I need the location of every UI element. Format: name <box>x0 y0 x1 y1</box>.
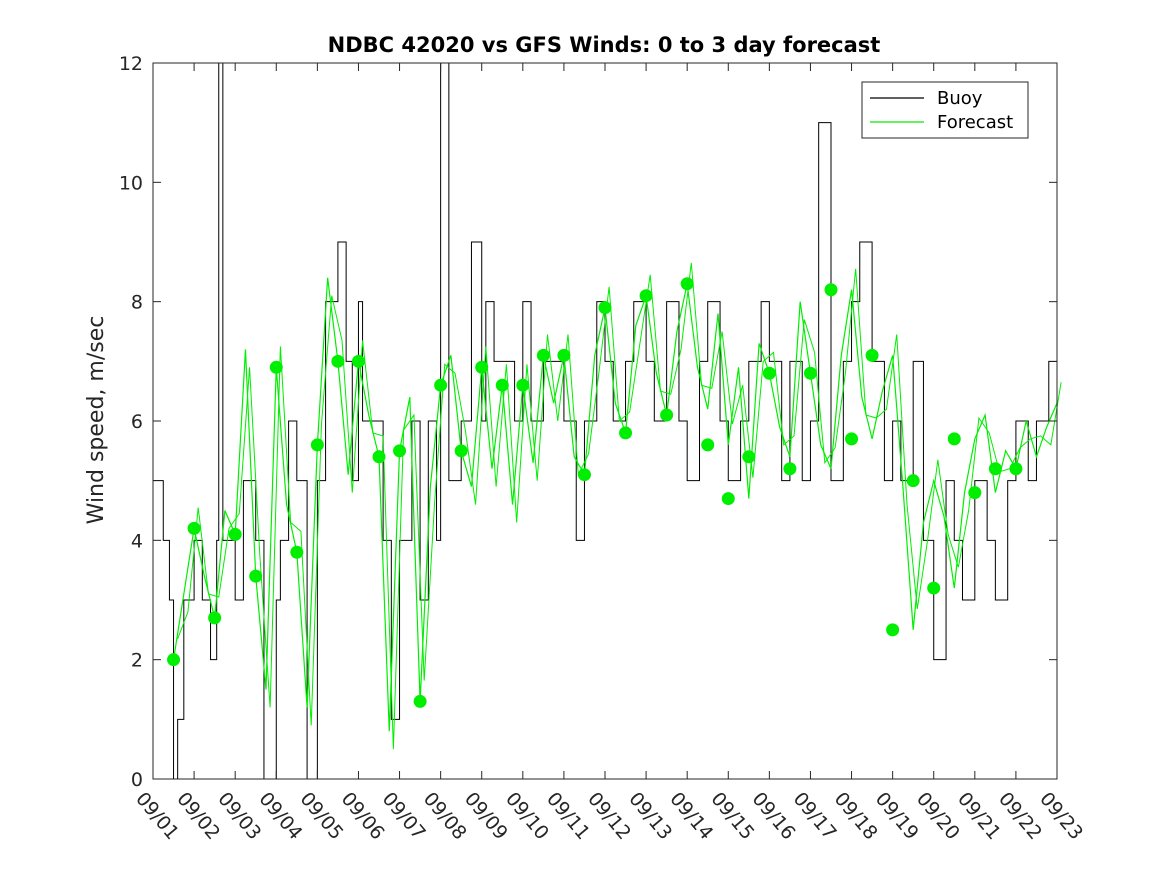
forecast-marker <box>454 444 468 458</box>
forecast-marker <box>536 348 550 362</box>
forecast-marker <box>434 378 448 392</box>
forecast-marker <box>393 444 407 458</box>
forecast-marker <box>988 462 1002 476</box>
forecast-marker <box>598 301 612 315</box>
forecast-marker <box>1009 462 1023 476</box>
forecast-marker <box>968 486 982 500</box>
forecast-marker <box>331 354 345 368</box>
y-tick-label: 0 <box>131 769 143 791</box>
forecast-marker <box>762 366 776 380</box>
forecast-marker <box>351 354 365 368</box>
forecast-marker <box>824 283 838 297</box>
forecast-marker <box>927 581 941 595</box>
y-axis: 0 2 4 6 8 10 12 <box>119 53 1057 791</box>
y-tick-label: 6 <box>131 411 143 433</box>
series-line-forecast-member <box>177 262 1062 750</box>
forecast-marker <box>557 348 571 362</box>
forecast-marker <box>413 694 427 708</box>
y-tick-label: 8 <box>131 292 143 314</box>
legend-label-forecast: Forecast <box>937 112 1013 133</box>
series-line-forecast <box>172 277 1058 732</box>
forecast-marker <box>187 521 201 535</box>
forecast-marker <box>680 277 694 291</box>
forecast-marker <box>701 438 715 452</box>
forecast-marker <box>290 545 304 559</box>
legend: Buoy Forecast <box>861 81 1029 139</box>
forecast-marker <box>639 289 653 303</box>
legend-box <box>861 81 1029 139</box>
forecast-marker <box>721 492 735 506</box>
forecast-marker <box>516 378 530 392</box>
forecast-marker <box>619 426 633 440</box>
forecast-marker <box>269 360 283 374</box>
forecast-marker <box>228 527 242 541</box>
forecast-marker <box>865 348 879 362</box>
forecast-marker <box>495 378 509 392</box>
forecast-marker <box>372 450 386 464</box>
forecast-marker <box>167 653 181 667</box>
forecast-marker <box>310 438 324 452</box>
y-tick-label: 10 <box>119 172 143 194</box>
y-tick-label: 4 <box>131 530 143 552</box>
forecast-marker <box>783 462 797 476</box>
forecast-marker <box>660 408 674 422</box>
forecast-marker <box>845 432 859 446</box>
y-tick-label: 12 <box>119 53 143 75</box>
forecast-marker <box>577 468 591 482</box>
y-tick-label: 2 <box>131 650 143 672</box>
forecast-marker <box>208 611 222 625</box>
y-axis-label: Wind speed, m/sec <box>84 316 109 525</box>
forecast-marker <box>947 432 961 446</box>
forecast-marker <box>906 474 920 488</box>
series-layer <box>153 62 1062 780</box>
forecast-marker <box>886 623 900 637</box>
forecast-marker <box>475 360 489 374</box>
marker-layer <box>167 277 1023 708</box>
forecast-marker <box>742 450 756 464</box>
legend-label-buoy: Buoy <box>937 88 983 109</box>
forecast-marker <box>803 366 817 380</box>
chart-title: NDBC 42020 vs GFS Winds: 0 to 3 day fore… <box>328 33 881 57</box>
forecast-marker <box>249 569 263 583</box>
